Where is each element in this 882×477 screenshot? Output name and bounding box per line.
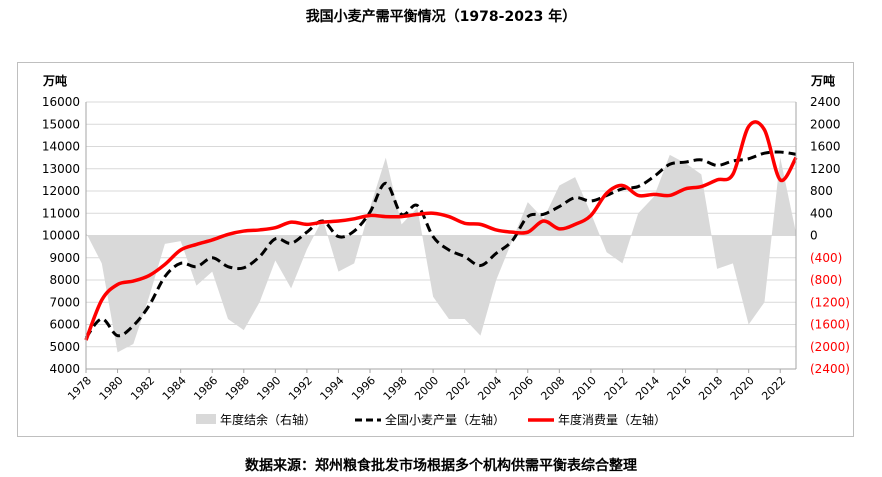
balance-area [86,154,796,353]
chart-source-note: 数据来源：郑州粮食批发市场根据多个机构供需平衡表综合整理 [245,458,637,474]
left-tick-label: 12000 [42,184,80,198]
right-tick-label: (2000) [810,340,850,354]
right-tick-label: (1600) [810,318,850,332]
x-tick-label: 2020 [728,374,757,403]
right-tick-label: 800 [810,184,833,198]
right-tick-label: 1200 [810,162,841,176]
x-tick-label: 2006 [507,374,536,403]
x-tick-label: 1992 [286,374,315,403]
x-tick-label: 1996 [349,374,378,403]
left-tick-label: 11000 [42,206,80,220]
x-tick-label: 2008 [538,374,567,403]
right-tick-label: (800) [810,273,842,287]
line-series-layer [84,120,798,341]
left-tick-label: 10000 [42,229,80,243]
x-tick-label: 1984 [160,374,189,403]
right-tick-label: (1200) [810,295,850,309]
x-tick-label: 1982 [128,374,157,403]
legend-label: 年度消费量（左轴） [558,412,666,427]
x-tick-label: 1994 [318,374,347,403]
right-tick-label: 2400 [810,95,841,109]
x-tick-label: 1978 [65,374,94,403]
right-tick-label: 0 [810,229,818,243]
chart-title: 我国小麦产需平衡情况（1978-2023 年） [305,9,577,25]
right-tick-label: 400 [810,206,833,220]
x-tick-label: 2014 [633,374,662,403]
chart-frame: 万吨 万吨 4000 5000 6000 7000 8000 9000 10000 11000… [17,62,854,437]
x-tick-label: 1998 [381,374,410,403]
left-tick-label: 7000 [49,295,80,309]
left-tick-label: 4000 [49,362,80,376]
x-tick-label: 2022 [759,374,788,403]
right-tick-label: 1600 [810,140,841,154]
balance-area-layer [86,154,796,353]
left-tick-label: 9000 [49,251,80,265]
x-tick-label: 2002 [444,374,473,403]
right-tick-label: (400) [810,251,842,265]
x-tick-label: 2016 [665,374,694,403]
x-tick-label: 2010 [570,374,599,403]
right-axis-unit: 万吨 [810,73,835,88]
x-tick-label: 2004 [475,374,504,403]
left-tick-label: 6000 [49,318,80,332]
legend: 年度结余（右轴） 全国小麦产量（左轴） 年度消费量（左轴） [196,412,666,427]
x-tick-label: 1986 [191,374,220,403]
x-tick-label: 1990 [254,374,283,403]
consumption-line [84,120,798,341]
x-tick-label: 2018 [696,374,725,403]
legend-label: 全国小麦产量（左轴） [385,412,505,427]
x-tick-label: 2000 [412,374,441,403]
left-tick-label: 8000 [49,273,80,287]
legend-swatch-balance [196,414,216,424]
left-axis-unit: 万吨 [42,73,67,88]
left-tick-label: 5000 [49,340,80,354]
legend-label: 年度结余（右轴） [220,412,316,427]
x-tick-label: 1980 [97,374,126,403]
left-tick-label: 16000 [42,95,80,109]
left-tick-label: 14000 [42,140,80,154]
production-line [84,150,797,339]
left-tick-label: 13000 [42,162,80,176]
left-tick-label: 15000 [42,117,80,131]
x-tick-label: 1988 [223,374,252,403]
chart-svg: 万吨 万吨 4000500060007000800090001000011000… [42,73,850,427]
right-tick-label: (2400) [810,362,850,376]
x-tick-label: 2012 [602,374,631,403]
right-tick-label: 2000 [810,117,841,131]
